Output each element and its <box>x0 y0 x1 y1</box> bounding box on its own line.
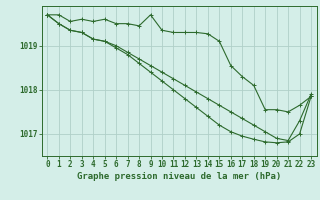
X-axis label: Graphe pression niveau de la mer (hPa): Graphe pression niveau de la mer (hPa) <box>77 172 281 181</box>
